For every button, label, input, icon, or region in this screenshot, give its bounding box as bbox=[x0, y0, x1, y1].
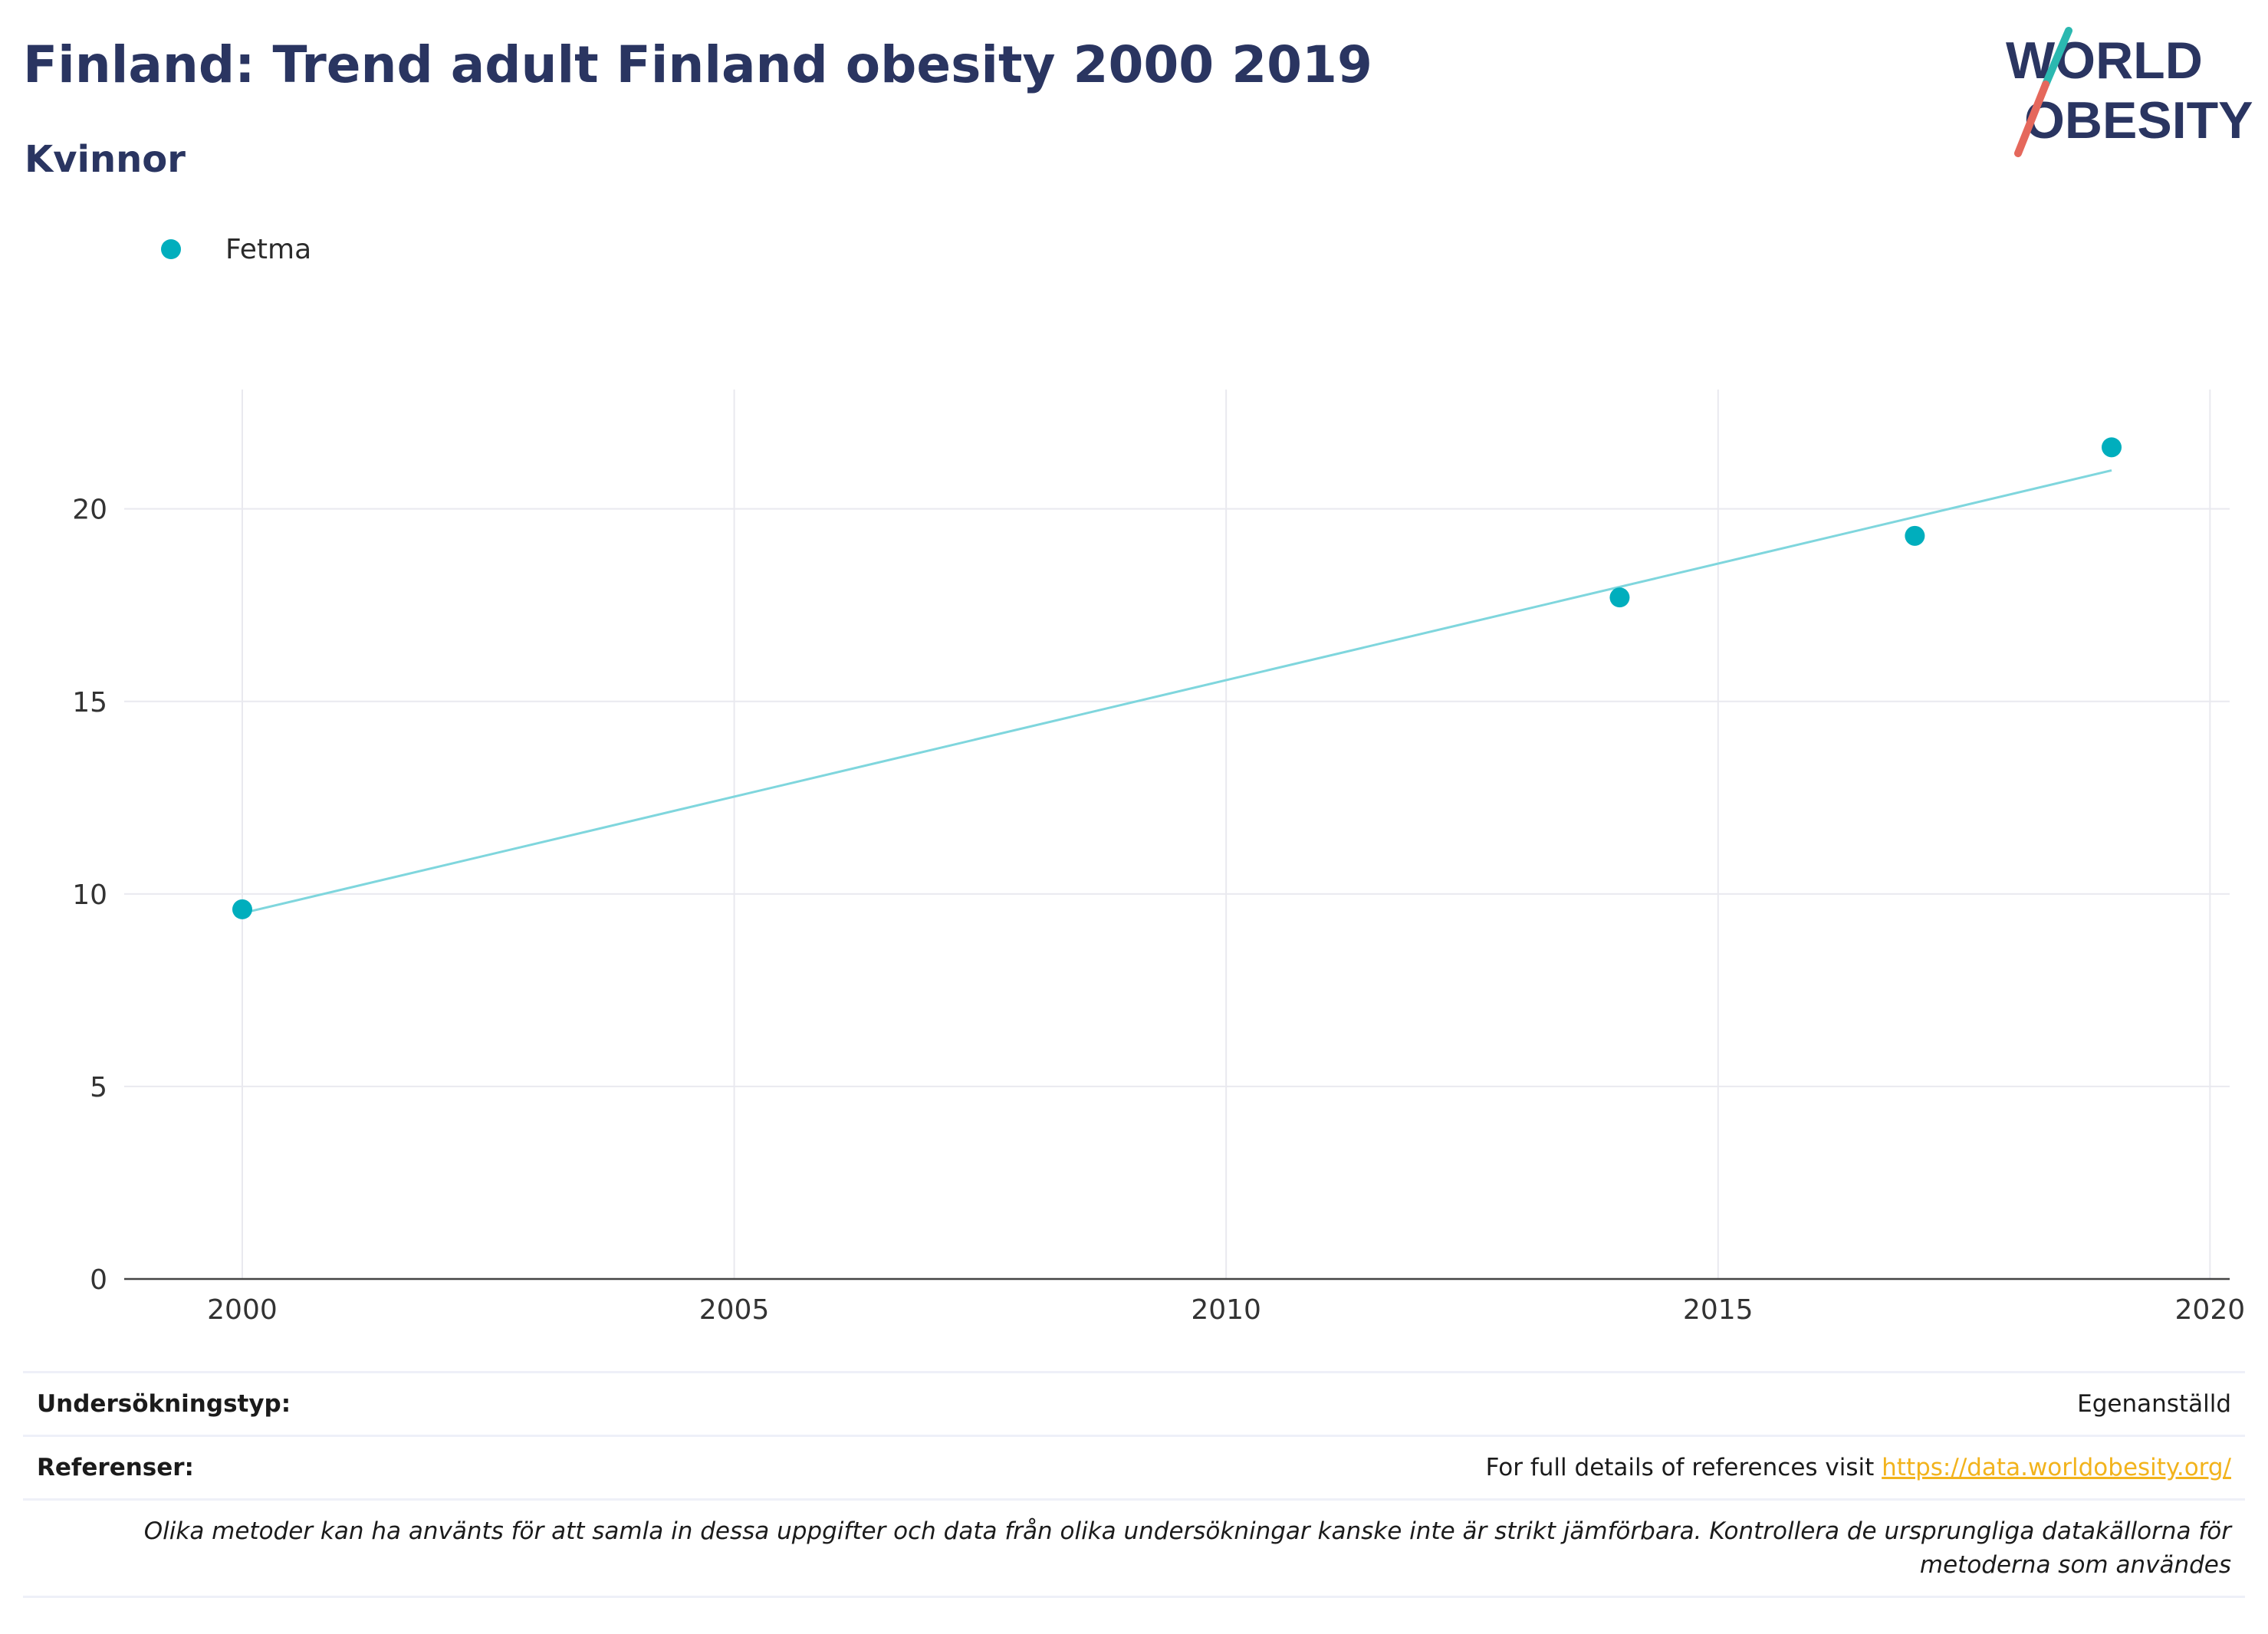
logo-slash-red bbox=[2014, 81, 2049, 157]
legend[interactable]: Fetma bbox=[161, 230, 311, 268]
logo-line-2: OBESITY bbox=[2024, 91, 2253, 150]
survey-type-value: Egenanställd bbox=[2077, 1390, 2231, 1418]
footer-table: Undersökningstyp: Egenanställd Referense… bbox=[23, 1371, 2245, 1598]
legend-marker-fetma bbox=[161, 239, 181, 259]
y-tick-label-0: 0 bbox=[90, 1264, 107, 1296]
y-tick-label-15: 15 bbox=[72, 687, 107, 718]
references-label: Referenser: bbox=[37, 1454, 194, 1481]
x-tick-label-2005: 2005 bbox=[699, 1294, 770, 1326]
methodology-note: Olika metoder kan ha använts för att sam… bbox=[23, 1498, 2245, 1598]
footer-row-references: Referenser: For full details of referenc… bbox=[23, 1435, 2245, 1498]
x-tick-label-2015: 2015 bbox=[1683, 1294, 1754, 1326]
footer-row-survey-type: Undersökningstyp: Egenanställd bbox=[23, 1371, 2245, 1435]
survey-type-label: Undersökningstyp: bbox=[37, 1390, 291, 1418]
x-tick-label-2020: 2020 bbox=[2175, 1294, 2246, 1326]
x-tick-label-2010: 2010 bbox=[1191, 1294, 1261, 1326]
trend-line bbox=[242, 469, 2112, 915]
logo-slash-teal bbox=[2042, 27, 2072, 88]
chart-subtitle: Kvinnor bbox=[25, 138, 186, 181]
y-tick-label-20: 20 bbox=[72, 495, 107, 526]
x-tick-label-2000: 2000 bbox=[207, 1294, 278, 1326]
data-point-2019 bbox=[2102, 437, 2122, 458]
chart-title: Finland: Trend adult Finland obesity 200… bbox=[23, 35, 1372, 94]
y-tick-label-10: 10 bbox=[72, 879, 107, 911]
world-obesity-logo: WORLD OBESITY bbox=[2006, 27, 2253, 157]
y-tick-label-5: 5 bbox=[90, 1072, 107, 1103]
references-text: For full details of references visit bbox=[1485, 1454, 1882, 1481]
logo-line-1: WORLD bbox=[2006, 31, 2203, 90]
legend-label-fetma: Fetma bbox=[225, 233, 312, 265]
data-point-2014 bbox=[1609, 587, 1630, 608]
data-point-2000 bbox=[232, 899, 252, 919]
scatter-chart: 2000 2005 2010 2015 2020 0 5 10 15 20 bbox=[72, 390, 2246, 1326]
references-value: For full details of references visit htt… bbox=[1486, 1454, 2231, 1481]
data-point-2017 bbox=[1905, 525, 1925, 546]
references-link[interactable]: https://data.worldobesity.org/ bbox=[1882, 1454, 2231, 1481]
